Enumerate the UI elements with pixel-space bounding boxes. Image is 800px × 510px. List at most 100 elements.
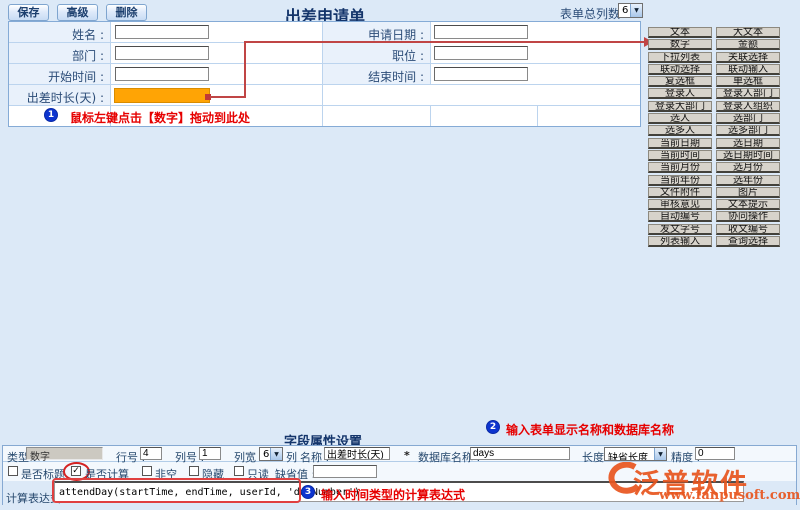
field-label-cell: 开始时间 : xyxy=(9,64,111,85)
palette-button[interactable]: 选人 xyxy=(648,113,712,125)
palette-button-number[interactable]: 数字 xyxy=(648,39,712,51)
readonly-checkbox[interactable] xyxy=(234,466,244,476)
db-name-input[interactable] xyxy=(470,447,570,460)
palette-button[interactable]: 列表输入 xyxy=(648,236,712,248)
trip-days-highlighted-field[interactable] xyxy=(114,88,210,103)
field-value-cell xyxy=(111,85,323,106)
palette-button[interactable]: 选日期时间 xyxy=(716,149,780,161)
row-number-input[interactable] xyxy=(140,447,162,460)
palette-button[interactable]: 当前日期 xyxy=(648,137,712,149)
fanpu-logo-text: 泛普软件 xyxy=(633,469,749,500)
step-3-badge: 3 xyxy=(301,485,315,499)
chevron-down-icon[interactable]: ▼ xyxy=(654,448,666,460)
save-button[interactable]: 保存 xyxy=(8,4,49,21)
display-name-label: 名称 : xyxy=(300,451,330,464)
palette-button[interactable]: 查询选择 xyxy=(716,236,780,248)
palette-button[interactable]: 金额 xyxy=(716,39,780,51)
chevron-down-icon[interactable]: ▼ xyxy=(270,448,282,460)
step-2-text: 输入表单显示名称和数据库名称 xyxy=(506,423,675,437)
col-number-label: 列号 : xyxy=(175,451,205,464)
palette-button[interactable]: 当前时间 xyxy=(648,149,712,161)
is-calculated-label: 是否计算 xyxy=(85,468,129,481)
palette-button[interactable]: 收文编号 xyxy=(716,223,780,235)
field-value-cell xyxy=(431,43,640,64)
palette-button[interactable]: 选月份 xyxy=(716,162,780,174)
field-value-cell xyxy=(111,64,323,85)
not-null-checkbox[interactable] xyxy=(142,466,152,476)
total-columns-value: 6 xyxy=(622,5,629,16)
palette-button[interactable]: 登录人组织 xyxy=(716,100,780,112)
palette-button[interactable]: 选多人 xyxy=(648,125,712,137)
palette-column-right: 大文本 金额 关联选择 联动输入 单选框 登录人部门 登录人组织 选部门 选多部… xyxy=(716,27,780,248)
palette-button[interactable]: 复选框 xyxy=(648,76,712,88)
col-number-input[interactable] xyxy=(199,447,221,460)
palette-button[interactable]: 选多部门 xyxy=(716,125,780,137)
is-calculated-checkbox[interactable]: ✓ xyxy=(71,466,81,476)
total-columns-select[interactable]: 6 ▼ xyxy=(618,3,643,18)
required-mark: * xyxy=(404,449,410,462)
col-width-label: 列宽 : xyxy=(234,451,264,464)
palette-button[interactable]: 登录人 xyxy=(648,88,712,100)
palette-button[interactable]: 发文字号 xyxy=(648,223,712,235)
field-label-cell: 职位 : xyxy=(323,43,431,64)
chevron-down-icon[interactable]: ▼ xyxy=(630,4,642,17)
palette-button[interactable]: 协同操作 xyxy=(716,211,780,223)
col-width-suffix: 列 xyxy=(286,451,297,464)
step-3-text: 输入时间类型的计算表达式 xyxy=(321,488,466,502)
fanpu-logo-url: www.fanpusoft.com xyxy=(659,488,800,503)
is-title-label: 是否标题 xyxy=(21,468,65,481)
apply-date-input[interactable] xyxy=(434,25,528,39)
db-name-label: 数据库名称 : xyxy=(418,451,481,464)
field-label-cell: 结束时间 : xyxy=(323,64,431,85)
default-value-input[interactable] xyxy=(313,465,377,478)
col-width-select[interactable]: 6 ▼ xyxy=(259,447,283,461)
field-label-cell: 申请日期 : xyxy=(323,22,431,43)
advanced-button[interactable]: 高级 xyxy=(57,4,98,21)
hidden-label: 隐藏 xyxy=(202,468,224,481)
display-name-input[interactable] xyxy=(324,447,390,460)
palette-column-left: 文本 数字 下拉列表 联动选择 复选框 登录人 登录大部门 选人 选多人 当前日… xyxy=(648,27,712,248)
palette-button[interactable]: 选年份 xyxy=(716,174,780,186)
palette-button[interactable]: 单选框 xyxy=(716,76,780,88)
start-time-input[interactable] xyxy=(115,67,209,81)
precision-label: 精度 : xyxy=(671,451,701,464)
palette-button[interactable]: 选日期 xyxy=(716,137,780,149)
palette-button[interactable]: 登录大部门 xyxy=(648,100,712,112)
palette-button[interactable]: 联动输入 xyxy=(716,63,780,75)
palette-button[interactable]: 文本提示 xyxy=(716,199,780,211)
empty-cell xyxy=(323,106,431,126)
palette-button[interactable]: 下拉列表 xyxy=(648,51,712,63)
step-1-badge: 1 xyxy=(44,108,58,122)
hidden-checkbox[interactable] xyxy=(189,466,199,476)
field-label-cell: 出差时长(天) : xyxy=(9,85,111,106)
delete-button[interactable]: 删除 xyxy=(106,4,147,21)
end-time-input[interactable] xyxy=(434,67,528,81)
palette-button-text[interactable]: 文本 xyxy=(648,27,712,38)
is-title-checkbox[interactable] xyxy=(8,466,18,476)
palette-button[interactable]: 当前月份 xyxy=(648,162,712,174)
palette-button[interactable]: 审核意见 xyxy=(648,199,712,211)
empty-span-cell xyxy=(323,85,640,106)
name-field-input[interactable] xyxy=(115,25,209,39)
form-design-table: 姓名 : 申请日期 : 部门 : 职位 : 开始时间 : 结束时间 : 出差时长… xyxy=(8,21,641,127)
row-number-label: 行号 : xyxy=(116,451,146,464)
drag-line-dot xyxy=(205,94,211,100)
expression-input[interactable] xyxy=(54,481,744,502)
field-value-cell xyxy=(111,43,323,64)
palette-button[interactable]: 当前年份 xyxy=(648,174,712,186)
palette-button[interactable]: 大文本 xyxy=(716,27,780,38)
palette-button[interactable]: 选部门 xyxy=(716,113,780,125)
length-select[interactable]: 缺省长度 ▼ xyxy=(604,447,667,461)
palette-button[interactable]: 图片 xyxy=(716,186,780,198)
palette-button[interactable]: 登录人部门 xyxy=(716,88,780,100)
palette-button[interactable]: 自动编号 xyxy=(648,211,712,223)
precision-input[interactable] xyxy=(695,447,735,460)
department-input[interactable] xyxy=(115,46,209,60)
palette-button[interactable]: 联动选择 xyxy=(648,63,712,75)
palette-button[interactable]: 文件附件 xyxy=(648,186,712,198)
palette-button[interactable]: 关联选择 xyxy=(716,51,780,63)
position-input[interactable] xyxy=(434,46,528,60)
step-1-text: 鼠标左键点击【数字】拖动到此处 xyxy=(70,111,251,125)
readonly-label: 只读 xyxy=(247,468,269,481)
empty-cell xyxy=(111,106,323,126)
